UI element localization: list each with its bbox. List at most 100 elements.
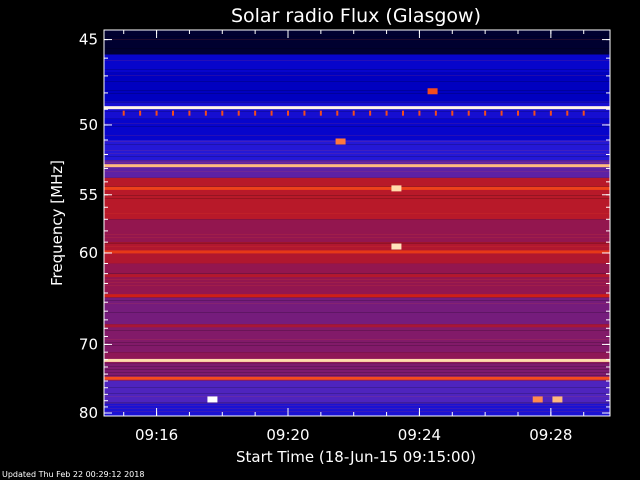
flicker-mark <box>287 110 289 116</box>
flicker-mark <box>122 110 125 116</box>
frequency-band <box>104 177 610 220</box>
burst-mark <box>532 396 543 403</box>
flicker-mark <box>155 110 158 116</box>
burst-mark <box>427 88 438 95</box>
x-axis-label: Start Time (18-Jun-15 09:15:00) <box>236 448 476 466</box>
frequency-band <box>104 72 610 102</box>
burst-mark <box>391 243 402 250</box>
flicker-mark <box>385 110 388 116</box>
noise-row <box>104 330 610 331</box>
flicker-mark <box>500 110 503 116</box>
noise-row <box>104 411 610 412</box>
flicker-mark <box>270 110 273 116</box>
noise-row <box>104 402 610 403</box>
noise-row <box>104 282 610 283</box>
noise-row <box>104 339 610 340</box>
interference-line <box>104 358 610 362</box>
burst-mark <box>207 396 218 403</box>
flicker-mark <box>319 110 322 116</box>
flicker-mark <box>402 110 404 116</box>
frequency-band <box>104 118 610 141</box>
x-tick-label: 09:28 <box>529 426 572 444</box>
burst-mark <box>335 138 346 145</box>
interference-line <box>104 376 610 380</box>
noise-row <box>104 408 610 409</box>
flicker-mark <box>254 110 257 116</box>
flicker-mark <box>418 110 421 116</box>
interference-line <box>104 274 610 278</box>
noise-row <box>104 375 610 376</box>
noise-row <box>104 153 610 154</box>
y-axis: 45 50 55 60 70 80 <box>79 31 610 422</box>
noise-row <box>104 135 610 136</box>
y-axis-label: Frequency [MHz] <box>48 160 66 286</box>
updated-timestamp: Updated Thu Feb 22 00:29:12 2018 <box>2 470 144 479</box>
x-tick-label: 09:16 <box>135 426 178 444</box>
frequency-band <box>104 297 610 325</box>
noise-row <box>104 369 610 370</box>
flicker-mark <box>533 110 536 116</box>
noise-row <box>104 75 610 76</box>
frequency-band <box>104 363 610 382</box>
noise-row <box>104 144 610 145</box>
flicker-mark <box>172 110 174 116</box>
noise-row <box>104 156 610 157</box>
noise-row <box>104 312 610 313</box>
noise-row <box>104 243 610 244</box>
interference-line <box>104 106 610 110</box>
noise-row <box>104 237 610 238</box>
noise-row <box>104 303 610 304</box>
flicker-mark <box>237 110 240 116</box>
frequency-band <box>104 101 610 119</box>
noise-row <box>104 396 610 397</box>
frequency-band <box>104 352 610 364</box>
noise-row <box>104 93 610 94</box>
flicker-mark <box>517 110 519 116</box>
interference-line <box>104 164 610 168</box>
noise-row <box>104 195 610 196</box>
y-tick-label: 80 <box>79 404 98 422</box>
flicker-mark <box>188 110 191 116</box>
noise-row <box>104 345 610 346</box>
plot-frame <box>103 29 611 417</box>
flicker-mark <box>204 110 207 116</box>
noise-row <box>104 60 610 61</box>
flicker-mark <box>303 110 306 116</box>
noise-row <box>104 48 610 49</box>
noise-row <box>104 405 610 406</box>
noise-rows <box>104 36 610 412</box>
noise-row <box>104 387 610 388</box>
frequency-band <box>104 54 610 73</box>
frequency-band <box>104 324 610 353</box>
y-tick-label: 70 <box>79 335 98 353</box>
heatmap-image <box>104 30 610 416</box>
frequency-band <box>104 219 610 243</box>
chart-title: Solar radio Flux (Glasgow) <box>231 5 481 27</box>
burst-mark <box>391 185 402 192</box>
noise-row <box>104 81 610 82</box>
noise-row <box>104 393 610 394</box>
x-tick-label: 09:20 <box>266 426 309 444</box>
noise-row <box>104 150 610 151</box>
flicker-mark <box>139 110 142 116</box>
noise-row <box>104 273 610 274</box>
noise-row <box>104 300 610 301</box>
x-axis: 09:16 09:20 09:24 09:28 <box>123 30 585 444</box>
interference-line <box>104 186 610 190</box>
noise-row <box>104 285 610 286</box>
noise-row <box>104 102 610 103</box>
frequency-band <box>104 381 610 404</box>
flicker-mark <box>352 110 355 116</box>
frequency-band <box>104 403 610 416</box>
noise-row <box>104 213 610 214</box>
flicker-mark <box>582 110 585 116</box>
frequency-band <box>104 30 610 55</box>
interference-line <box>104 294 610 298</box>
noise-row <box>104 198 610 199</box>
flicker-mark <box>566 110 569 116</box>
interference-flicker <box>122 110 585 116</box>
noise-row <box>104 126 610 127</box>
noise-row <box>104 141 610 142</box>
flicker-mark <box>549 110 552 116</box>
noise-row <box>104 366 610 367</box>
